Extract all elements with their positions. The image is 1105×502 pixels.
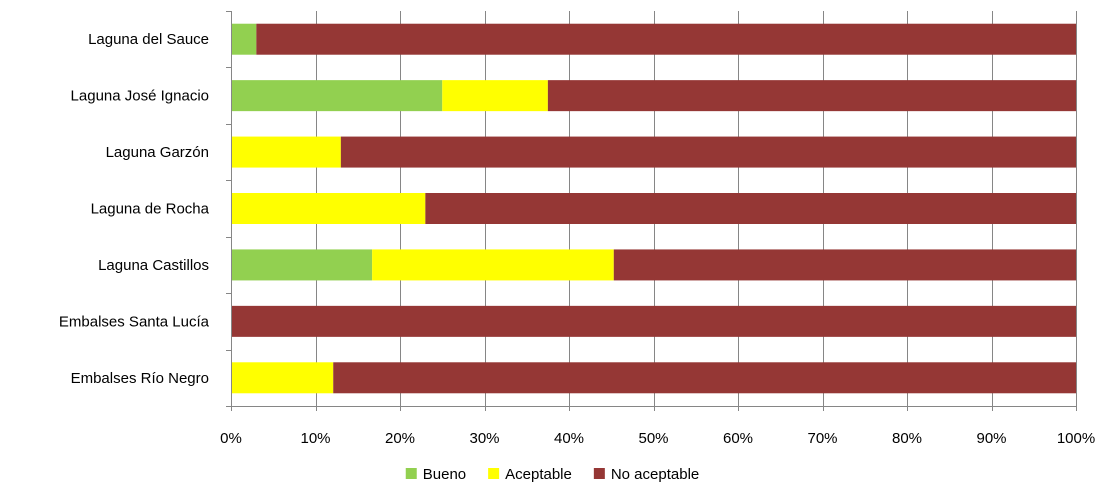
x-tick-label: 70%: [807, 430, 837, 447]
legend: Bueno Aceptable No aceptable: [405, 466, 699, 483]
category-labels: Laguna del Sauce Laguna José Ignacio Lagun…: [59, 31, 210, 387]
bar-no-aceptable: [425, 193, 1077, 224]
category-label: Laguna Garzón: [106, 144, 209, 161]
x-tick-label: 90%: [976, 430, 1006, 447]
bar-no-aceptable: [340, 136, 1077, 168]
legend-swatch: [488, 468, 500, 479]
bar-aceptable: [231, 362, 334, 394]
bar-no-aceptable: [256, 23, 1077, 55]
bar-bueno: [231, 80, 443, 112]
bars: [231, 23, 1077, 394]
category-label: Embalses Río Negro: [71, 370, 209, 387]
x-tick-label: 100%: [1057, 430, 1095, 447]
category-label: Laguna de Rocha: [91, 201, 210, 218]
legend-item-bueno: Bueno: [405, 466, 466, 483]
x-tick-label: 40%: [554, 430, 584, 447]
bar-no-aceptable: [547, 80, 1076, 112]
bar-no-aceptable: [613, 249, 1076, 281]
legend-item-aceptable: Aceptable: [488, 466, 572, 483]
x-tick-label: 10%: [300, 430, 330, 447]
bar-bueno: [231, 249, 373, 281]
bar-no-aceptable: [333, 362, 1076, 394]
legend-swatch: [405, 468, 417, 479]
x-tick-labels: 0% 10% 20% 30% 40% 50% 60% 70% 80% 90% 100%: [220, 430, 1095, 447]
legend-label: No aceptable: [611, 466, 699, 483]
legend-label: Bueno: [423, 466, 466, 483]
x-tick-label: 0%: [220, 430, 242, 447]
axes: [226, 11, 1077, 411]
x-tick-label: 20%: [385, 430, 415, 447]
category-label: Laguna Castillos: [98, 257, 209, 274]
legend-label: Aceptable: [505, 466, 572, 483]
bar-aceptable: [231, 136, 341, 168]
legend-item-no-aceptable: No aceptable: [593, 466, 699, 483]
category-label: Laguna del Sauce: [88, 31, 209, 48]
x-tick-label: 60%: [723, 430, 753, 447]
legend-swatch: [593, 468, 605, 479]
category-label: Embalses Santa Lucía: [59, 313, 210, 330]
bar-no-aceptable: [231, 305, 1076, 337]
bar-aceptable: [372, 249, 614, 281]
x-tick-label: 80%: [892, 430, 922, 447]
x-tick-label: 30%: [469, 430, 499, 447]
bar-bueno: [231, 23, 257, 55]
x-tick-label: 50%: [638, 430, 668, 447]
bar-aceptable: [442, 80, 548, 112]
category-label: Laguna José Ignacio: [71, 88, 209, 105]
bar-aceptable: [231, 193, 426, 224]
